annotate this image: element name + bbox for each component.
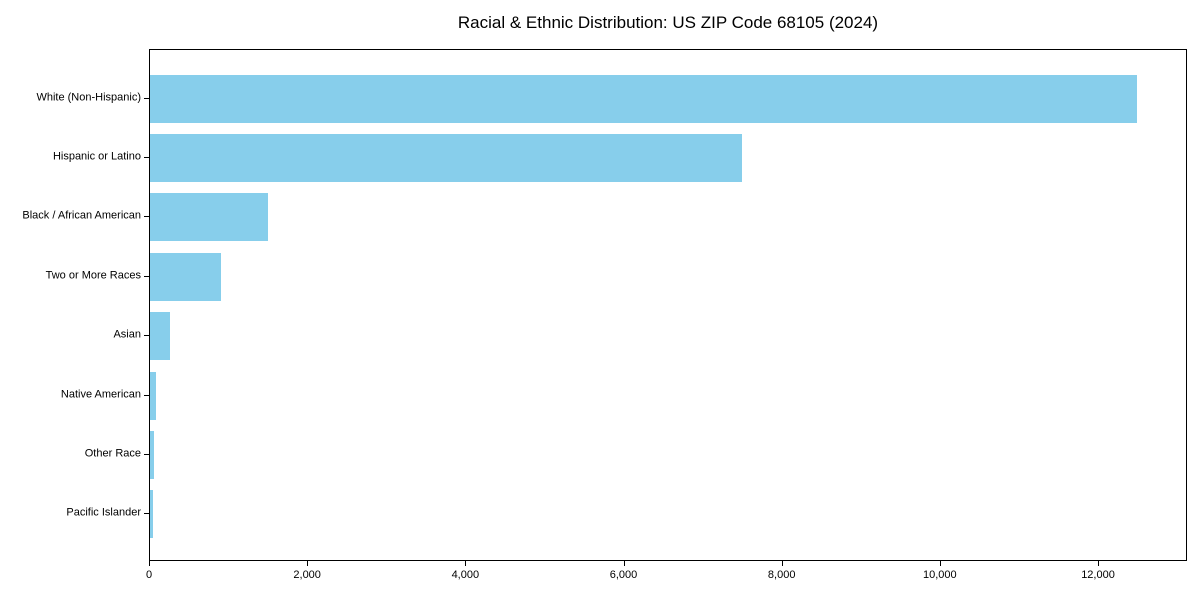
y-tick-mark [144,335,149,337]
x-tick-label: 2,000 [293,569,321,581]
x-tick-label: 4,000 [451,569,480,581]
plot-area [149,49,1187,561]
y-tick-label: Asian [113,328,141,341]
y-tick-mark [144,275,149,277]
y-tick-mark [144,513,149,515]
y-tick-mark [144,216,149,218]
x-tick-label: 12,000 [1081,569,1115,581]
x-tick-mark [781,561,783,566]
bar-5 [150,371,156,420]
bar-2 [150,193,269,242]
x-tick-mark [1098,561,1100,566]
y-tick-mark [144,394,149,396]
x-tick-label: 6,000 [609,569,638,581]
x-tick-mark [939,561,941,566]
bar-1 [150,133,742,182]
y-tick-label: Pacific Islander [66,506,141,519]
x-tick-mark [465,561,467,566]
y-tick-label: Other Race [84,447,141,460]
y-tick-label: Two or More Races [45,269,141,282]
bar-6 [150,430,155,479]
chart-title: Racial & Ethnic Distribution: US ZIP Cod… [457,13,879,32]
y-tick-label: White (Non-Hispanic) [36,91,141,103]
bar-3 [150,252,222,301]
x-tick-label: 0 [145,569,153,581]
x-tick-label: 8,000 [767,569,796,581]
bar-4 [150,312,170,361]
x-tick-mark [623,561,625,566]
x-tick-mark [307,561,309,566]
y-tick-label: Hispanic or Latino [52,150,141,163]
y-tick-mark [144,156,149,158]
y-tick-label: Black / African American [22,209,141,222]
bar-7 [150,490,154,539]
y-tick-label: Native American [60,388,141,400]
x-tick-mark [149,561,150,566]
x-tick-label: 10,000 [923,569,957,581]
y-tick-mark [144,453,149,455]
y-tick-mark [144,97,149,99]
bar-0 [150,74,1137,123]
